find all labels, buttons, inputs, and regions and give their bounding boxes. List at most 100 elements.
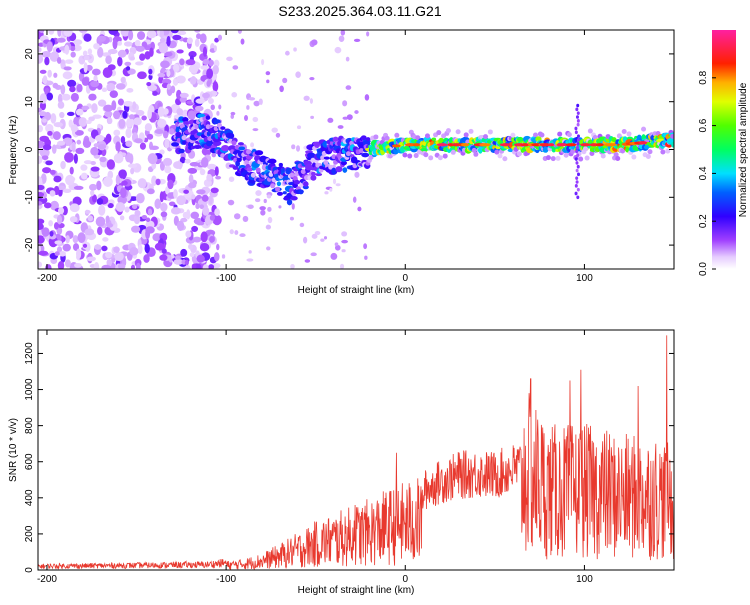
spectrogram-cell [134, 39, 141, 47]
spectrogram-cell [323, 156, 330, 160]
spectrogram-cell [575, 161, 579, 165]
spectrogram-cell [576, 164, 580, 169]
spectrogram-cell [345, 85, 352, 90]
spectrogram-cell [41, 228, 48, 234]
spectrogram-cell [291, 144, 296, 150]
spectrogram-cell [149, 145, 159, 151]
spectrogram-cell [60, 160, 66, 170]
colorbar-tick-label: 0.4 [698, 166, 709, 180]
spectrogram-cell [226, 56, 233, 62]
spectrogram-cell [115, 202, 126, 212]
spectrogram-cell [266, 79, 270, 84]
spectrogram-cell [83, 160, 93, 165]
spectrogram-cell [125, 66, 131, 71]
spectrogram-cell [234, 213, 241, 220]
spectrogram-cell [160, 60, 170, 69]
spectrogram-cell [81, 105, 90, 111]
spectrogram-cell [282, 191, 287, 195]
spectrogram-cell [206, 68, 214, 80]
spectrogram-cell [38, 184, 45, 191]
spectrogram-cell [95, 216, 106, 227]
spectrogram-cell [539, 143, 552, 147]
spectrogram-cell [575, 168, 579, 173]
spectrogram-cell [176, 89, 182, 100]
spectrogram-cell [133, 117, 142, 126]
spectrogram-cell [107, 48, 118, 55]
spectrogram-cell [182, 109, 189, 117]
spectrogram-cell [353, 38, 361, 43]
spectrogram-cell [131, 204, 138, 210]
spectrogram-cell [184, 158, 191, 164]
spectrogram-cell [96, 180, 102, 191]
spectrogram-cell [352, 196, 357, 203]
spectrogram-cell [206, 163, 217, 170]
spectrogram-cell [214, 208, 220, 216]
spectrogram-cell [576, 195, 580, 200]
spectrogram-cell [97, 99, 107, 107]
spectrogram-cell [357, 206, 362, 212]
spectrogram-cell [141, 115, 147, 121]
spectrogram-cell [229, 229, 234, 235]
spectrogram-cell [54, 251, 60, 256]
colorbar-tick-label: 0.6 [698, 118, 709, 132]
spectrogram-cell [155, 178, 161, 186]
spectrogram-cell [303, 181, 309, 187]
spectrogram-cell [38, 244, 41, 254]
spectrogram-cell [56, 246, 63, 254]
spectrogram-cell [361, 152, 370, 158]
spectrogram-cell [45, 123, 54, 133]
spectrogram-cell [166, 83, 171, 90]
spectrogram-cell [69, 203, 80, 213]
spectrogram-cell [62, 71, 73, 80]
spectrogram-cell [208, 195, 213, 205]
spectrogram-cell [76, 248, 82, 260]
spectrogram-cell [296, 125, 302, 130]
spectrogram-cell [335, 166, 343, 173]
spectrogram-cell [327, 117, 334, 123]
spectrogram-cell [84, 228, 95, 236]
spectrogram-cell [487, 129, 493, 135]
spectrogram-cell [436, 130, 442, 136]
snr-y-label: SNR (10 * v/v) [8, 418, 19, 482]
spectrogram-cell [57, 207, 65, 215]
spectrogram-cell [54, 240, 63, 245]
spectrogram-cell [137, 31, 146, 40]
spectrogram-cell [199, 204, 205, 210]
spectrogram-cell [61, 205, 68, 216]
spectrogram-cell [210, 104, 215, 111]
spectrogram-cell [267, 216, 273, 224]
spectrogram-cell [570, 148, 576, 154]
spectrogram-cell [49, 230, 54, 237]
spectrogram-cell [239, 233, 246, 238]
spectrogram-cell [339, 263, 345, 269]
spectrogram-cell [263, 198, 267, 204]
spectrogram-cell [341, 231, 348, 237]
spectrogram-cell [665, 148, 671, 154]
spectrogram-cell [82, 138, 92, 149]
spectrogram-cell [50, 113, 57, 124]
spectrogram-cell [310, 174, 317, 181]
spectrogram-cell [234, 230, 239, 235]
spectrogram-cell [368, 154, 374, 160]
spectrogram-cell [576, 119, 580, 123]
spectrogram-cell [38, 201, 43, 206]
spectrogram-cell [102, 237, 109, 242]
spectrogram-cell [670, 133, 674, 139]
spectrogram-cell [286, 199, 293, 206]
snr-frame [37, 329, 675, 571]
spectrogram-cell [338, 35, 345, 42]
spectrogram-cell [373, 134, 379, 140]
spectrogram-cell [589, 143, 599, 147]
spectrogram-cell [613, 152, 619, 158]
spectrogram-cell [164, 165, 172, 174]
spectrogram-cell [130, 264, 136, 269]
x-tick-label: -200 [37, 273, 57, 284]
spectrogram-cell [228, 176, 235, 182]
spectrogram-cell [119, 187, 127, 199]
spectrogram-cell [157, 72, 166, 78]
spectrogram-cell [450, 149, 456, 155]
spectrogram-cell [214, 37, 219, 43]
spectrogram-cell [159, 254, 168, 261]
spectrogram-cell [132, 101, 137, 110]
spectrogram-cell [311, 39, 318, 46]
